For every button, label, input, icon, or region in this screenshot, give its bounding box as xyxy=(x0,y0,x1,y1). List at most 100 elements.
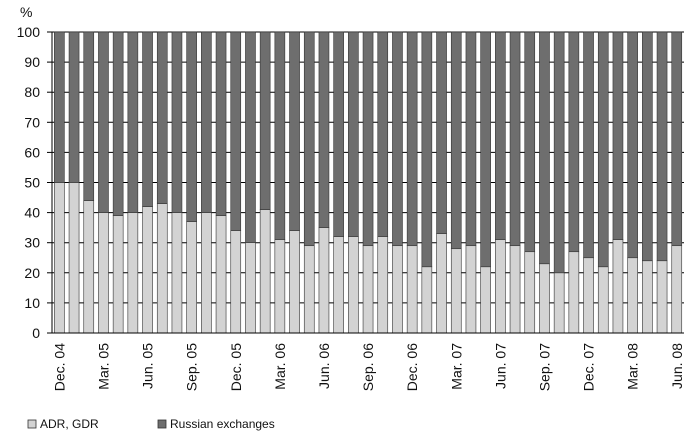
bar-segment xyxy=(392,31,403,247)
bar-segment xyxy=(656,260,668,334)
bar-segment xyxy=(215,31,227,216)
x-tick-label: Mar. 05 xyxy=(95,343,111,390)
bar-segment xyxy=(318,227,330,334)
bar-segment xyxy=(568,251,580,334)
bar-segment xyxy=(303,245,315,334)
bar-segment xyxy=(142,206,153,334)
bar-segment xyxy=(230,31,242,231)
bar-segment xyxy=(112,215,124,334)
bars xyxy=(54,31,683,334)
bar-segment xyxy=(553,31,565,274)
bar-segment xyxy=(642,260,653,334)
bar-segment xyxy=(436,31,447,234)
bar-segment xyxy=(54,182,65,334)
y-tick-label: 20 xyxy=(24,265,40,281)
bar-segment xyxy=(54,31,65,183)
bar-segment xyxy=(245,31,256,243)
bar-segment xyxy=(127,31,139,213)
bar-segment xyxy=(186,221,197,334)
bar-segment xyxy=(362,31,374,247)
x-tick-label: Jun. 08 xyxy=(669,343,684,389)
bar-segment xyxy=(156,31,168,204)
x-tick-label: Sep. 06 xyxy=(360,343,376,391)
y-tick-label: 0 xyxy=(32,325,40,341)
bar-segment xyxy=(465,245,477,334)
bar-segment xyxy=(627,31,638,259)
y-tick-label: 100 xyxy=(17,24,41,40)
bar-segment xyxy=(568,31,580,253)
bar-segment xyxy=(333,31,344,237)
x-tick-label: Jun. 06 xyxy=(316,343,332,389)
bar-segment xyxy=(259,209,271,334)
bar-segment xyxy=(671,31,683,247)
bar-segment xyxy=(259,31,271,210)
bar-segment xyxy=(274,239,286,334)
bar-segment xyxy=(671,245,683,334)
bar-segment xyxy=(421,31,433,268)
legend-swatch xyxy=(27,419,37,429)
bar-segment xyxy=(450,31,462,250)
bar-segment xyxy=(509,245,521,334)
bar-segment xyxy=(274,31,286,240)
bar-segment xyxy=(215,215,227,334)
bar-segment xyxy=(450,248,462,334)
legend-label: Russian exchanges xyxy=(170,417,275,431)
bar-segment xyxy=(98,31,109,213)
bar-segment xyxy=(524,31,536,253)
bar-segment xyxy=(421,266,433,334)
bar-segment xyxy=(333,236,344,334)
bar-segment xyxy=(539,263,550,334)
bar-segment xyxy=(583,31,594,259)
bar-segment xyxy=(377,31,389,237)
x-tick-label: Dec. 04 xyxy=(51,343,67,391)
bar-segment xyxy=(612,31,624,240)
bar-segment xyxy=(524,251,536,334)
bar-segment xyxy=(406,245,418,334)
legend-swatch xyxy=(157,419,167,429)
bar-segment xyxy=(583,257,594,334)
bar-segment xyxy=(377,236,389,334)
x-tick-label: Mar. 08 xyxy=(625,343,641,390)
y-axis-label: % xyxy=(20,4,32,20)
bar-segment xyxy=(68,31,80,183)
bar-segment xyxy=(83,200,95,334)
bar-segment xyxy=(289,31,300,231)
y-tick-label: 10 xyxy=(24,295,40,311)
bar-segment xyxy=(627,257,638,334)
bar-segment xyxy=(112,31,124,216)
bar-segment xyxy=(156,203,168,334)
bar-segment xyxy=(289,230,300,334)
x-tick-label: Jun. 07 xyxy=(492,343,508,389)
bar-segment xyxy=(656,31,668,262)
y-tick-label: 30 xyxy=(24,235,40,251)
bar-segment xyxy=(612,239,624,334)
bar-segment xyxy=(348,236,359,334)
legend-label: ADR, GDR xyxy=(40,417,99,431)
bar-segment xyxy=(303,31,315,247)
x-tick-label: Mar. 06 xyxy=(272,343,288,390)
bar-segment xyxy=(495,239,506,334)
x-tick-label: Dec. 07 xyxy=(581,343,597,391)
bar-segment xyxy=(480,266,491,334)
y-tick-label: 90 xyxy=(24,54,40,70)
bar-segment xyxy=(406,31,418,247)
bar-segment xyxy=(392,245,403,334)
bar-segment xyxy=(142,31,153,207)
y-tick-label: 40 xyxy=(24,205,40,221)
bar-segment xyxy=(127,212,139,334)
bar-segment xyxy=(362,245,374,334)
bar-segment xyxy=(171,212,183,334)
bar-segment xyxy=(480,31,491,268)
y-tick-label: 70 xyxy=(24,114,40,130)
bar-segment xyxy=(465,31,477,247)
bar-segment xyxy=(509,31,521,247)
bar-segment xyxy=(597,266,609,334)
bar-segment xyxy=(642,31,653,262)
x-tick-label: Sep. 05 xyxy=(184,343,200,391)
bar-segment xyxy=(171,31,183,213)
bar-segment xyxy=(98,212,109,334)
bar-segment xyxy=(201,31,212,213)
bar-segment xyxy=(436,233,447,334)
bar-segment xyxy=(230,230,242,334)
